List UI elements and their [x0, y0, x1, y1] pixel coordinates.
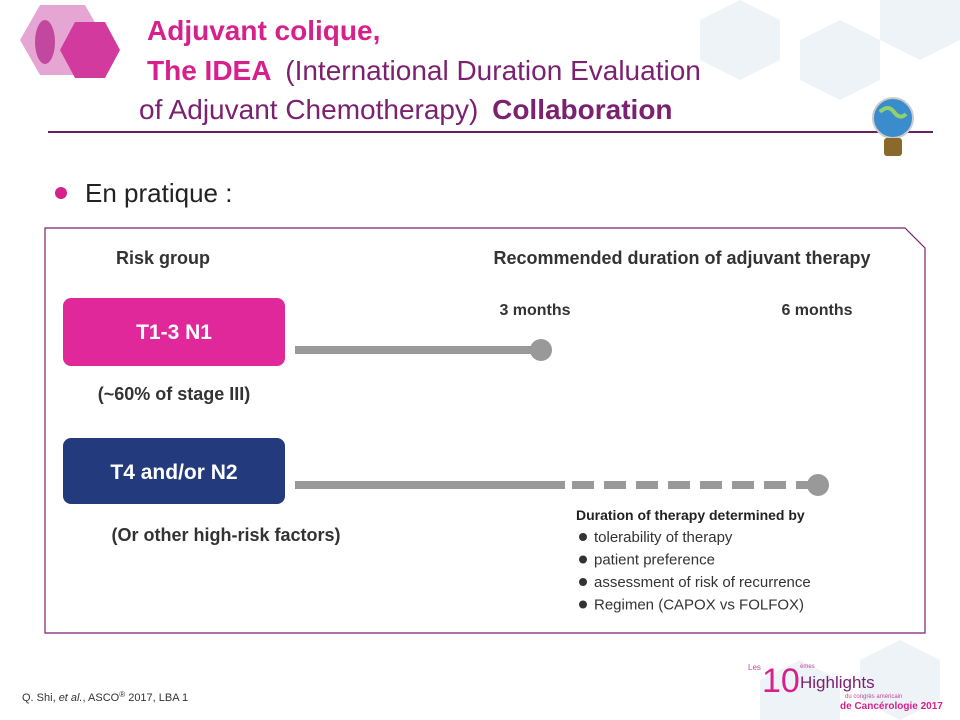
factor-bullet [579, 555, 587, 564]
logo-text: du congrès américain [845, 694, 902, 700]
factor-item: assessment of risk of recurrence [594, 574, 811, 591]
citation: Q. Shi, et al., ASCO® 2017, LBA 1 [22, 690, 188, 704]
factor-bullet [579, 600, 587, 609]
factor-item: tolerability of therapy [594, 529, 733, 546]
diagram-frame [44, 227, 926, 634]
conference-logo [20, 5, 120, 78]
risk-group-note: (Or other high-risk factors) [111, 525, 340, 545]
title-line: of Adjuvant Chemotherapy) Collaboration [139, 94, 673, 125]
title-normal: (International Duration Evaluation [285, 55, 701, 86]
risk-group-label: T4 and/or N2 [110, 461, 237, 484]
logo-text: èmes [800, 664, 815, 670]
citation-part: , ASCO [83, 692, 120, 704]
logo-text: Highlights [800, 673, 875, 692]
risk-group-note: (~60% of stage III) [98, 384, 251, 404]
citation-part: 2017, LBA 1 [125, 692, 188, 704]
title-line: Adjuvant colique, [147, 15, 380, 46]
lightbulb-icon [872, 97, 914, 156]
risk-group-box [63, 438, 285, 504]
risk-group-box [63, 298, 285, 366]
factor-bullet [579, 533, 587, 541]
bullet-dot [55, 187, 67, 199]
factor-item: patient preference [594, 552, 715, 569]
factors-heading: Duration of therapy determined by [576, 507, 805, 523]
duration-end [807, 474, 829, 496]
logo-text: de Cancérologie 2017 [840, 701, 943, 712]
duration-label: 3 months [499, 302, 570, 319]
title-bold: Collaboration [492, 94, 672, 125]
citation-part: ® [119, 690, 125, 699]
factor-bullet [579, 578, 587, 586]
column-header: Risk group [116, 248, 210, 268]
risk-group-label: T1-3 N1 [136, 321, 212, 344]
logo-text: Les [748, 663, 761, 672]
bullet-text: En pratique : [85, 178, 232, 208]
logo-text: 10 [762, 662, 800, 700]
title-bold: The IDEA [147, 55, 271, 86]
duration-end [530, 339, 552, 361]
column-header: Recommended duration of adjuvant therapy [493, 248, 870, 268]
title-normal: of Adjuvant Chemotherapy) [139, 94, 478, 125]
title-line: The IDEA (International Duration Evaluat… [147, 55, 701, 86]
highlights-logo: Les 10 èmes Highlights du congrès améric… [748, 662, 943, 712]
factor-item: Regimen (CAPOX vs FOLFOX) [594, 597, 804, 614]
duration-label: 6 months [781, 302, 852, 319]
citation-part: et al. [59, 692, 83, 704]
factors-list: tolerability of therapy patient preferenc… [579, 529, 811, 614]
background-hexagons [700, 0, 960, 720]
citation-part: Q. Shi, [22, 692, 59, 704]
